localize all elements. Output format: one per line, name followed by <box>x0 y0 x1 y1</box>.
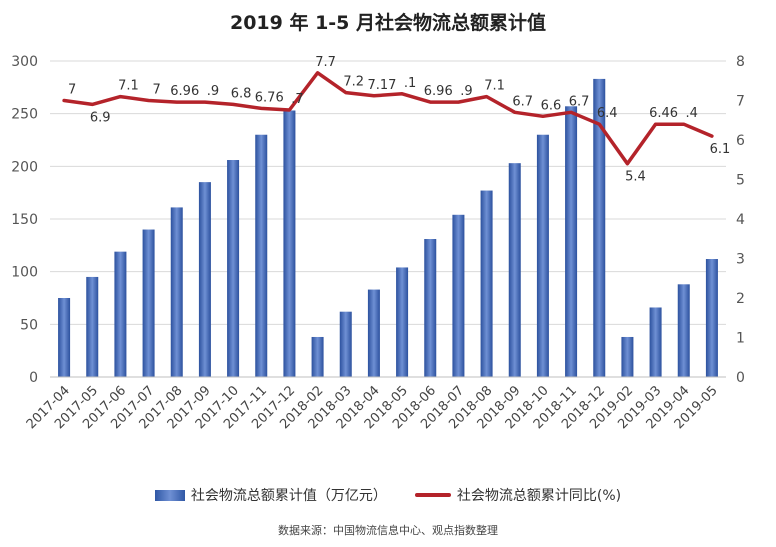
bar-series <box>58 78 718 378</box>
bar <box>480 190 493 377</box>
legend-line-label: 社会物流总额累计同比(%) <box>456 488 622 504</box>
right-tick-label: 5 <box>736 173 745 189</box>
left-tick-label: 200 <box>11 159 38 175</box>
bar <box>649 307 662 377</box>
point-label: .1 <box>404 76 416 91</box>
x-axis: 2017-042017-052017-062017-072017-082017-… <box>24 376 726 432</box>
point-label: 6.9 <box>90 110 111 125</box>
left-tick-label: 300 <box>11 54 38 70</box>
right-tick-label: 3 <box>736 252 745 268</box>
point-label: 6.8 <box>231 86 252 101</box>
point-label: 6.6 <box>541 98 562 113</box>
point-label: 7.2 <box>343 75 364 90</box>
right-tick-label: 2 <box>736 291 745 307</box>
bar <box>565 106 578 377</box>
left-tick-label: 50 <box>20 317 38 333</box>
bar <box>227 160 240 377</box>
left-tick-label: 150 <box>11 212 38 228</box>
point-label: 6.76 <box>255 90 284 105</box>
bar <box>114 251 127 377</box>
legend-line-swatch <box>414 493 451 497</box>
bar <box>142 229 155 377</box>
point-label: 7 <box>68 83 76 98</box>
legend-item-bar: 社会物流总额累计值（万亿元） <box>154 485 387 505</box>
left-tick-label: 0 <box>29 370 38 386</box>
point-label: 6.1 <box>710 142 731 157</box>
chart-title: 2019 年 1-5 月社会物流总额累计值 <box>229 12 547 34</box>
right-y-axis: 0 1 2 3 4 5 6 7 8 <box>736 54 745 386</box>
bar <box>367 289 380 377</box>
point-label: .9 <box>207 84 219 99</box>
bar <box>198 182 211 377</box>
bar <box>621 336 634 377</box>
point-label: 7.1 <box>484 79 505 94</box>
bar <box>508 163 521 377</box>
legend: 社会物流总额累计值（万亿元） 社会物流总额累计同比(%) <box>0 483 776 507</box>
right-tick-label: 1 <box>736 331 745 347</box>
point-label: 6.46 <box>649 106 678 121</box>
source-note: 数据来源：中国物流信息中心、观点指数整理 <box>278 524 498 537</box>
point-label: 7.1 <box>118 79 139 94</box>
point-label: 6.96 <box>424 84 453 99</box>
growth-line <box>62 71 714 166</box>
bar <box>536 134 549 377</box>
bar <box>396 267 409 377</box>
bar <box>677 284 690 377</box>
point-label: 7.7 <box>315 55 336 70</box>
bar <box>339 311 352 377</box>
point-label: 6.4 <box>597 106 618 121</box>
point-label: 7 <box>152 83 160 98</box>
right-tick-label: 6 <box>736 133 745 149</box>
left-y-axis: 0 50 100 150 200 250 300 <box>11 54 38 386</box>
point-label: .7 <box>291 92 303 107</box>
bar <box>86 276 99 377</box>
bar <box>424 239 437 377</box>
point-label: .9 <box>460 84 472 99</box>
point-label: 6.7 <box>512 94 533 109</box>
bar <box>170 207 183 377</box>
point-label: 7.17 <box>367 78 396 93</box>
point-label: 5.4 <box>625 170 646 185</box>
left-tick-label: 250 <box>11 107 38 123</box>
point-label: 6.7 <box>569 94 590 109</box>
bar <box>255 134 268 377</box>
bar <box>593 78 606 377</box>
right-tick-label: 7 <box>736 94 745 110</box>
bar <box>311 336 324 377</box>
point-label: .4 <box>686 106 698 121</box>
legend-bar-label: 社会物流总额累计值（万亿元） <box>190 488 387 504</box>
right-tick-label: 8 <box>736 54 745 70</box>
point-label: 6.96 <box>170 84 199 99</box>
bar <box>705 259 718 377</box>
bar <box>452 214 465 377</box>
legend-item-line: 社会物流总额累计同比(%) <box>414 485 622 505</box>
left-tick-label: 100 <box>11 265 38 281</box>
data-labels: 76.97.1 7 6.96.9 6.8 6.76.77.77.2 7.17.16.96.… <box>68 55 730 185</box>
legend-bar-swatch <box>154 489 185 501</box>
bar <box>58 298 71 377</box>
right-tick-label: 0 <box>736 370 745 386</box>
bar <box>283 110 296 378</box>
right-tick-label: 4 <box>736 212 745 228</box>
line-series <box>62 71 714 166</box>
